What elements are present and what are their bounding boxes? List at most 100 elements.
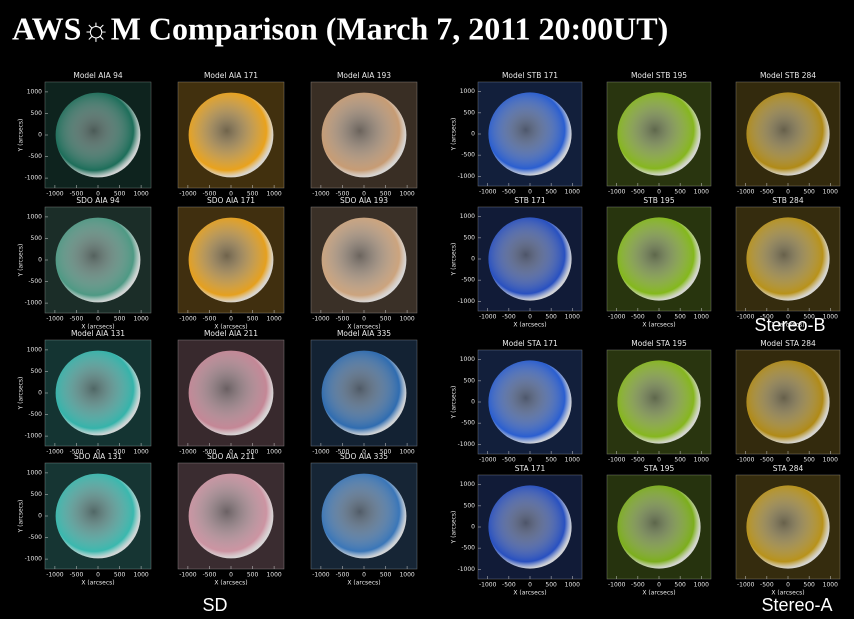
x-tick-label: -1000 [312, 572, 330, 579]
panel-title: Model STA 284 [760, 339, 816, 348]
x-tick-label: 0 [362, 572, 366, 579]
y-tick-label: -1000 [458, 298, 476, 305]
solar-disk [189, 474, 274, 559]
y-tick-label: 1000 [460, 213, 475, 220]
y-tick-label: 500 [31, 235, 43, 242]
x-axis-label: X (arcsecs) [347, 580, 380, 587]
x-tick-label: -1000 [479, 314, 497, 321]
x-tick-label: 0 [657, 457, 661, 464]
y-axis-label: Y (arcsecs) [18, 244, 25, 278]
x-tick-label: 1000 [266, 572, 281, 579]
x-tick-label: -500 [631, 314, 645, 321]
panel-title: SDO AIA 131 [74, 452, 122, 461]
solar-disk [746, 485, 829, 568]
x-tick-label: 0 [229, 572, 233, 579]
x-tick-label: 0 [528, 189, 532, 196]
x-tick-label: 0 [786, 457, 790, 464]
x-tick-label: 0 [528, 314, 532, 321]
solar-disk [56, 474, 141, 559]
solar-disk [617, 360, 700, 443]
y-tick-label: 500 [31, 110, 43, 117]
y-tick-label: 0 [38, 132, 42, 139]
y-tick-label: 500 [31, 368, 43, 375]
solar-disk [617, 92, 700, 175]
x-tick-label: 1000 [694, 314, 709, 321]
panel-title: SDO AIA 193 [340, 196, 388, 205]
x-axis-label: X (arcsecs) [81, 580, 114, 587]
x-tick-label: -1000 [737, 582, 755, 589]
x-tick-label: -500 [760, 189, 774, 196]
x-tick-label: 500 [545, 457, 557, 464]
x-tick-label: -500 [336, 572, 350, 579]
x-tick-label: 500 [803, 457, 815, 464]
x-tick-label: -1000 [46, 449, 64, 456]
x-tick-label: -500 [502, 457, 516, 464]
x-tick-label: -500 [631, 582, 645, 589]
x-tick-label: 1000 [266, 449, 281, 456]
x-tick-label: -1000 [737, 189, 755, 196]
x-tick-label: -500 [502, 582, 516, 589]
y-tick-label: 0 [38, 390, 42, 397]
y-tick-label: -500 [461, 277, 475, 284]
y-tick-label: 0 [471, 399, 475, 406]
solar-disk [322, 93, 407, 178]
y-tick-label: 0 [38, 513, 42, 520]
y-tick-label: -500 [461, 152, 475, 159]
x-tick-label: -1000 [479, 189, 497, 196]
x-tick-label: -1000 [737, 457, 755, 464]
x-tick-label: -1000 [46, 572, 64, 579]
solar-disk [488, 360, 571, 443]
y-tick-label: -500 [28, 411, 42, 418]
y-axis-label: Y (arcsecs) [451, 511, 458, 545]
x-tick-label: 0 [96, 316, 100, 323]
x-tick-label: 500 [380, 316, 392, 323]
x-tick-label: 0 [528, 582, 532, 589]
x-tick-label: 500 [803, 314, 815, 321]
x-tick-label: -500 [760, 582, 774, 589]
y-axis-label: Y (arcsecs) [18, 377, 25, 411]
x-axis-label: X (arcsecs) [771, 590, 804, 597]
x-axis-label: X (arcsecs) [513, 590, 546, 597]
x-tick-label: 1000 [399, 572, 414, 579]
x-tick-label: 1000 [565, 457, 580, 464]
x-tick-label: 500 [803, 582, 815, 589]
x-tick-label: 0 [786, 189, 790, 196]
x-axis-label: X (arcsecs) [513, 322, 546, 329]
x-tick-label: 1000 [694, 582, 709, 589]
x-tick-label: 1000 [823, 189, 838, 196]
panel-title: SDO AIA 171 [207, 196, 255, 205]
x-tick-label: 500 [380, 572, 392, 579]
solar-disk [746, 360, 829, 443]
figure-title: AWS☼M Comparison (March 7, 2011 20:00UT) [12, 10, 668, 46]
x-tick-label: 1000 [266, 191, 281, 198]
x-tick-label: 500 [545, 189, 557, 196]
x-tick-label: -1000 [737, 314, 755, 321]
x-tick-label: 1000 [266, 316, 281, 323]
x-tick-label: -500 [203, 572, 217, 579]
y-axis-label: Y (arcsecs) [451, 118, 458, 152]
x-tick-label: -1000 [608, 189, 626, 196]
x-tick-label: -1000 [479, 582, 497, 589]
x-tick-label: 1000 [399, 449, 414, 456]
panel-title: Model AIA 171 [204, 71, 258, 80]
x-tick-label: 0 [96, 572, 100, 579]
y-axis-label: Y (arcsecs) [18, 119, 25, 153]
x-tick-label: 1000 [565, 314, 580, 321]
y-tick-label: 500 [31, 491, 43, 498]
x-tick-label: -1000 [608, 582, 626, 589]
x-tick-label: -1000 [179, 572, 197, 579]
panel-title: SDO AIA 335 [340, 452, 388, 461]
y-tick-label: -1000 [458, 566, 476, 573]
solar-disk [322, 351, 407, 436]
solar-disk [617, 217, 700, 300]
y-tick-label: -500 [28, 534, 42, 541]
x-tick-label: 500 [114, 316, 126, 323]
panel-title: Model STB 284 [760, 71, 816, 80]
x-tick-label: -500 [70, 316, 84, 323]
x-tick-label: 0 [657, 314, 661, 321]
x-tick-label: 500 [247, 316, 259, 323]
x-tick-label: -1000 [179, 316, 197, 323]
x-tick-label: 1000 [133, 572, 148, 579]
x-axis-label: X (arcsecs) [642, 590, 675, 597]
x-tick-label: 500 [674, 582, 686, 589]
